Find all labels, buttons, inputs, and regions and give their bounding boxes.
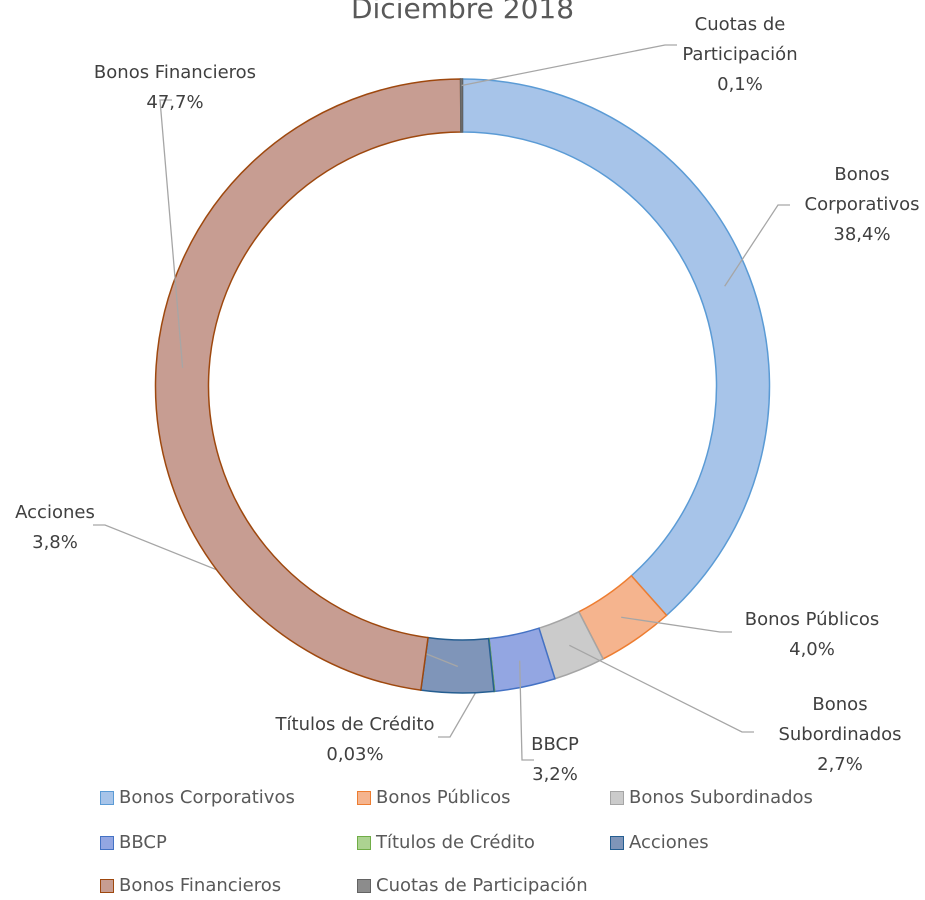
legend-label: Bonos Corporativos [119,787,295,808]
legend-label: Títulos de Crédito [376,832,535,853]
legend-item: Bonos Subordinados [610,787,813,808]
leader-line [159,99,184,368]
legend-swatch [100,835,114,850]
data-label: Bonos Subordinados 2,7% [770,690,910,780]
donut-slice [419,636,495,694]
data-label: BBCP 3,2% [505,730,605,790]
data-label-category: Bonos Públicos [744,609,880,630]
data-label: Acciones 3,8% [5,498,105,558]
leader-line [724,204,790,287]
leader-line [519,660,534,761]
leader-line [461,44,677,87]
data-label: Cuotas de Participación 0,1% [665,10,815,100]
legend-item: Títulos de Crédito [357,832,535,853]
legend-item: Cuotas de Participación [357,875,588,896]
legend-swatch [610,835,624,850]
legend-label: Bonos Subordinados [629,787,813,808]
leader-line [621,616,732,633]
data-label-value: 0,1% [717,74,763,95]
data-label-value: 0,03% [326,744,384,765]
data-label-category: BBCP [531,734,579,755]
data-label-category: Acciones [15,502,95,523]
legend-label: Acciones [629,832,709,853]
data-label-value: 47,7% [146,92,204,113]
legend-item: BBCP [100,832,167,853]
legend-item: Bonos Públicos [357,787,511,808]
legend-item: Bonos Corporativos [100,787,295,808]
legend-swatch [100,878,114,893]
legend-label: Bonos Financieros [119,875,282,896]
leader-line [569,644,754,733]
data-label-category: Bonos Subordinados [778,694,902,745]
data-label: Títulos de Crédito 0,03% [255,710,455,770]
donut-slice [461,78,771,617]
legend-swatch [357,835,371,850]
legend-label: Cuotas de Participación [376,875,588,896]
data-label-category: Bonos Corporativos [804,164,920,215]
legend-swatch [100,790,114,805]
donut-slice [459,78,464,133]
data-label: Bonos Públicos 4,0% [732,605,892,665]
data-label-category: Títulos de Crédito [275,714,435,735]
legend-label: BBCP [119,832,167,853]
data-label-value: 3,2% [532,764,578,785]
data-label-category: Cuotas de Participación [682,14,798,65]
data-label-value: 38,4% [833,224,891,245]
legend-swatch [357,790,371,805]
legend-label: Bonos Públicos [376,787,511,808]
legend-swatch [357,878,371,893]
chart-title: Diciembre 2018 [350,0,575,25]
data-label-value: 4,0% [789,639,835,660]
data-label-category: Bonos Financieros [93,62,257,83]
data-label: Bonos Corporativos 38,4% [797,160,925,250]
donut-slice [154,78,462,692]
legend-item: Acciones [610,832,709,853]
legend-item: Bonos Financieros [100,875,281,896]
data-label-value: 3,8% [32,532,78,553]
legend-swatch [610,790,624,805]
data-label-value: 2,7% [817,754,863,775]
data-label: Bonos Financieros 47,7% [75,58,275,118]
